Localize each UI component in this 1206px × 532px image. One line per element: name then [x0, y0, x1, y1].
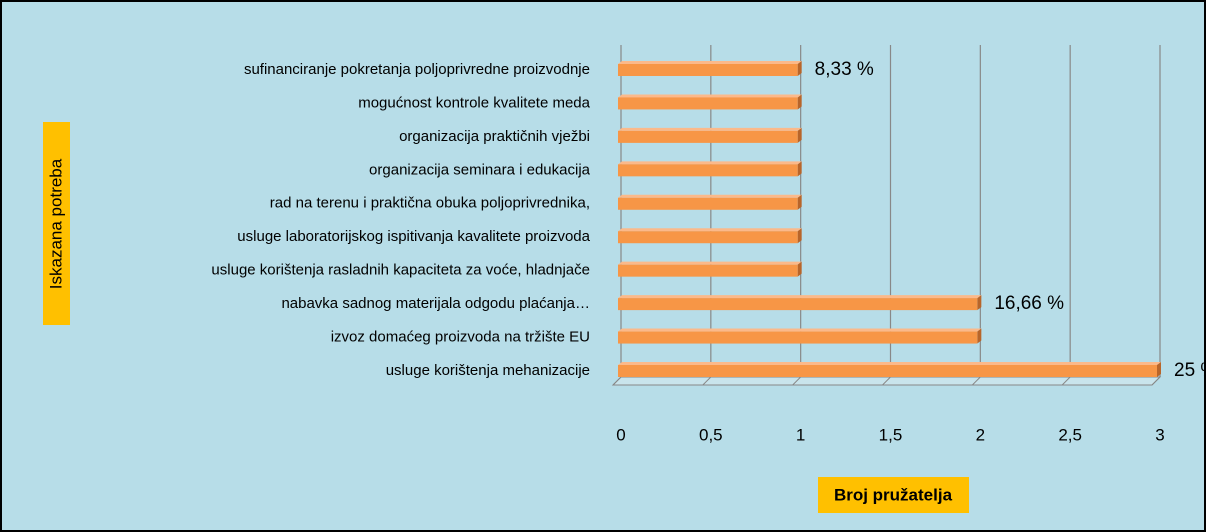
x-tick-label: 2,5 [1058, 425, 1082, 444]
y-axis-label: Iskazana potreba [46, 158, 65, 289]
grid-line-floor [702, 376, 712, 386]
y-tick-label: usluge laboratorijskog ispitivanja kaval… [237, 228, 590, 245]
bar-end [797, 127, 802, 143]
x-tick-label: 1,5 [879, 425, 903, 444]
bar-end [797, 261, 802, 277]
bar-end [797, 61, 802, 76]
x-tick-label: 2 [976, 425, 985, 444]
x-tick-label: 0,5 [699, 425, 723, 444]
grid-line-floor [882, 376, 891, 386]
bar-top [618, 61, 802, 64]
bar-top [618, 94, 802, 98]
bar [618, 164, 798, 177]
bar-end [797, 161, 802, 177]
bar-end [797, 94, 802, 110]
y-tick-label: usluge korištenja mehanizacije [386, 362, 590, 379]
bar-top [618, 194, 802, 198]
y-tick-label: organizacija praktičnih vježbi [399, 128, 590, 145]
bar-end [797, 228, 802, 244]
bar [618, 97, 798, 110]
y-tick-label: sufinanciranje pokretanja poljoprivredne… [244, 61, 590, 78]
x-tick-label: 1 [796, 425, 805, 444]
bar-end [977, 328, 982, 344]
y-label-box [43, 122, 70, 325]
y-tick-label: organizacija seminara i edukacija [369, 161, 591, 178]
bar-top [618, 328, 982, 332]
bar-top [618, 161, 802, 165]
bar [618, 197, 798, 210]
bar [618, 365, 1157, 377]
bar [618, 130, 798, 143]
x-label-box [818, 477, 969, 513]
bar [618, 298, 978, 311]
grid-line-floor [1151, 376, 1161, 386]
bar-top [618, 362, 1161, 365]
annotation: 25 % [1174, 360, 1206, 381]
annotation: 16,66 % [994, 293, 1064, 314]
bar-top [618, 261, 802, 265]
grid-line-floor [1061, 376, 1071, 386]
bar-end [797, 194, 802, 210]
bar-top [618, 127, 802, 131]
bar-end [977, 295, 982, 311]
x-axis-label: Broj pružatelja [834, 485, 953, 504]
grid-line-floor [971, 376, 981, 386]
x-tick-label: 0 [616, 425, 625, 444]
bar [618, 264, 798, 277]
bar [618, 64, 798, 76]
bar-top [618, 228, 802, 232]
grid-line-floor [612, 376, 622, 386]
y-tick-label: nabavka sadnog materijala odgodu plaćanj… [281, 295, 590, 312]
bar [618, 331, 978, 344]
y-tick-label: usluge korištenja rasladnih kapaciteta z… [211, 262, 590, 279]
bar [618, 231, 798, 244]
y-tick-label: rad na terenu i praktična obuka poljopri… [270, 195, 590, 212]
bar-top [618, 295, 982, 299]
annotation: 8,33 % [815, 59, 874, 80]
y-tick-label: mogućnost kontrole kvalitete meda [358, 94, 590, 111]
x-tick-label: 3 [1155, 425, 1164, 444]
bar-end [1157, 362, 1161, 377]
grid-line-floor [792, 376, 802, 386]
y-tick-label: izvoz domaćeg proizvoda na tržište EU [331, 329, 590, 346]
